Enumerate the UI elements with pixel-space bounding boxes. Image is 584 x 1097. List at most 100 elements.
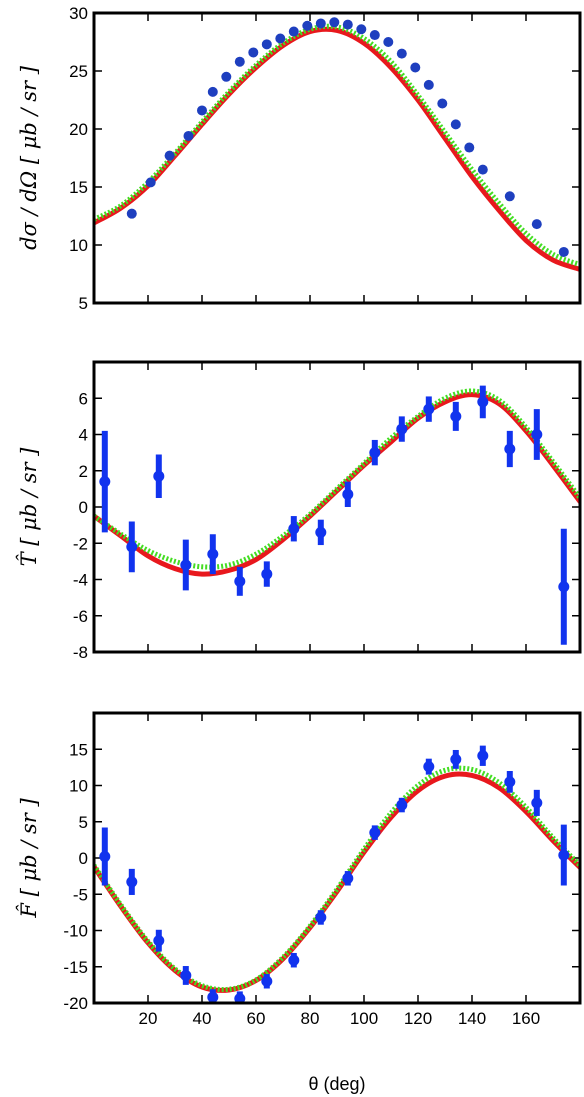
y-tick-label: 0 bbox=[79, 849, 88, 868]
plot-area bbox=[94, 17, 580, 272]
data-point bbox=[315, 526, 327, 538]
y-axis-label: dσ / dΩ [ μb / sr ] bbox=[17, 65, 41, 250]
data-point bbox=[261, 39, 272, 50]
y-tick-label: 25 bbox=[69, 62, 88, 81]
y-tick-label: 15 bbox=[69, 178, 88, 197]
y-tick-label: -5 bbox=[73, 885, 88, 904]
data-point bbox=[288, 954, 300, 966]
data-point bbox=[248, 47, 259, 58]
data-point bbox=[302, 20, 313, 31]
y-tick-label: 5 bbox=[79, 294, 88, 313]
data-point bbox=[234, 56, 245, 67]
x-tick-label: 60 bbox=[247, 1009, 266, 1028]
data-point bbox=[164, 150, 175, 161]
data-point bbox=[288, 523, 300, 535]
y-tick-label: 10 bbox=[69, 236, 88, 255]
panel-T-observable: -8 -6 -4 -2 0 2 4 6 T̂ [ μb / sr ] bbox=[17, 360, 582, 662]
x-tick-label: 100 bbox=[350, 1009, 378, 1028]
y-tick-label: 6 bbox=[79, 389, 88, 408]
data-point bbox=[369, 30, 380, 41]
data-point bbox=[423, 403, 435, 415]
data-point bbox=[477, 750, 489, 762]
data-point bbox=[464, 142, 475, 153]
data-point bbox=[99, 476, 111, 488]
solid-model-curve bbox=[94, 392, 580, 577]
data-point bbox=[504, 776, 516, 788]
data-point bbox=[153, 935, 165, 947]
data-point bbox=[197, 105, 207, 116]
data-point bbox=[477, 396, 489, 408]
panel-cross-section: 5 10 15 20 25 30 dσ / dΩ [ μb / sr ] bbox=[17, 4, 582, 313]
x-tick-label: 120 bbox=[404, 1009, 432, 1028]
data-point bbox=[207, 548, 219, 560]
plot-area bbox=[94, 385, 580, 645]
data-point bbox=[342, 19, 353, 30]
data-point bbox=[234, 575, 246, 587]
y-tick-label: -8 bbox=[73, 643, 88, 662]
data-point bbox=[450, 119, 461, 130]
data-point bbox=[504, 443, 516, 455]
data-point bbox=[180, 969, 192, 981]
solid-model-curve bbox=[94, 26, 580, 272]
y-tick-label: 15 bbox=[69, 740, 88, 759]
data-point bbox=[531, 429, 543, 440]
dotted-model-curve bbox=[94, 388, 580, 570]
y-tick-label: 10 bbox=[69, 777, 88, 796]
data-point bbox=[234, 993, 246, 1003]
data-point bbox=[477, 164, 488, 175]
data-point bbox=[558, 246, 569, 257]
data-point bbox=[315, 18, 326, 29]
y-tick-label: 5 bbox=[79, 813, 88, 832]
solid-model-curve bbox=[94, 771, 580, 993]
data-point bbox=[126, 208, 137, 219]
data-point bbox=[410, 62, 421, 73]
y-tick-label: 20 bbox=[69, 120, 88, 139]
x-tick-label: 140 bbox=[458, 1009, 486, 1028]
data-point bbox=[531, 797, 543, 809]
data-point bbox=[369, 447, 381, 459]
data-point bbox=[126, 876, 138, 888]
y-axis-label: F̂ [ μb / sr ] bbox=[17, 798, 41, 919]
data-point bbox=[396, 48, 407, 59]
x-tick-label: 160 bbox=[512, 1009, 540, 1028]
y-tick-label: -10 bbox=[63, 922, 88, 941]
data-point bbox=[504, 191, 515, 202]
data-point bbox=[315, 911, 327, 923]
data-point bbox=[558, 581, 570, 593]
y-tick-label: -2 bbox=[73, 534, 88, 553]
data-point bbox=[558, 849, 570, 861]
data-point bbox=[531, 219, 542, 230]
data-point bbox=[396, 799, 408, 811]
data-point bbox=[261, 568, 273, 580]
data-point bbox=[261, 975, 273, 987]
data-point bbox=[342, 488, 354, 500]
dotted-model-curve bbox=[94, 23, 580, 268]
y-tick-label: -6 bbox=[73, 607, 88, 626]
data-point bbox=[450, 753, 462, 765]
y-tick-label: 0 bbox=[79, 498, 88, 517]
y-axis-label: T̂ [ μb / sr ] bbox=[17, 447, 41, 567]
data-point bbox=[99, 851, 111, 863]
plot-frame bbox=[92, 711, 582, 1005]
data-point bbox=[275, 33, 286, 44]
data-point bbox=[288, 26, 299, 37]
data-point bbox=[356, 24, 367, 35]
y-tick-label: 4 bbox=[79, 426, 88, 445]
data-point bbox=[450, 410, 462, 422]
data-point bbox=[423, 79, 434, 90]
data-point bbox=[126, 541, 138, 553]
data-point bbox=[153, 470, 165, 482]
data-point bbox=[329, 17, 340, 28]
x-axis-label: θ (deg) bbox=[308, 1074, 365, 1094]
y-tick-label: -20 bbox=[63, 994, 88, 1013]
dotted-model-curve bbox=[94, 765, 580, 993]
data-point bbox=[396, 423, 408, 435]
data-point bbox=[342, 872, 354, 884]
y-tick-label: 30 bbox=[69, 4, 88, 23]
data-point bbox=[180, 559, 192, 571]
data-point bbox=[221, 71, 232, 82]
x-tick-label: 80 bbox=[301, 1009, 320, 1028]
data-point bbox=[369, 827, 381, 839]
data-point bbox=[423, 761, 435, 773]
